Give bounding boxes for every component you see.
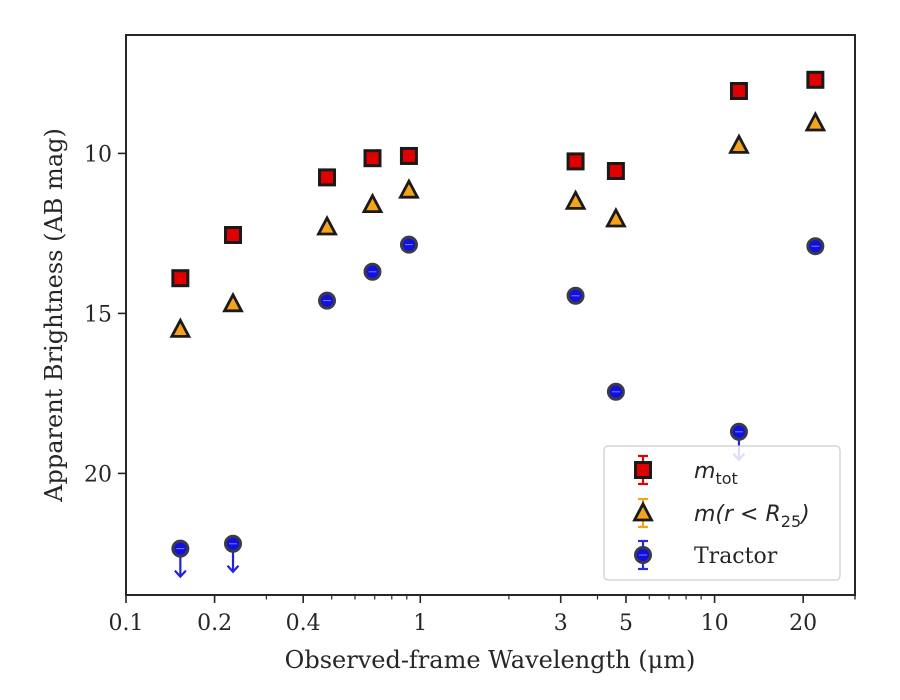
data-point bbox=[729, 82, 748, 100]
legend: mtot m(r < R25) Tractor bbox=[603, 445, 841, 581]
triangle-marker bbox=[804, 111, 827, 132]
triangle-marker bbox=[361, 192, 384, 214]
tick-layer: 0.1 0.2 0.4 1 3 5 10 20 10 15 20 bbox=[84, 142, 856, 636]
legend-label: m(r < R25) bbox=[694, 502, 810, 531]
data-point bbox=[318, 291, 337, 310]
x-tick-label: 10 bbox=[701, 611, 729, 636]
data-point bbox=[806, 237, 825, 256]
data-layer bbox=[169, 70, 827, 579]
upper-limit-arrow-head bbox=[174, 569, 187, 579]
legend-triangle-marker bbox=[632, 501, 654, 522]
triangle-marker bbox=[605, 207, 627, 228]
x-tick-label: 5 bbox=[619, 611, 633, 636]
data-point bbox=[224, 534, 243, 574]
y-axis-title: Apparent Brightness (AB mag) bbox=[40, 128, 68, 503]
data-point bbox=[606, 382, 625, 401]
y-tick-label: 20 bbox=[84, 462, 112, 487]
triangle-marker bbox=[222, 291, 244, 313]
square-marker bbox=[363, 149, 382, 168]
data-point bbox=[728, 133, 750, 154]
x-tick-label: 0.2 bbox=[197, 611, 232, 636]
data-point bbox=[398, 178, 420, 199]
data-point bbox=[363, 149, 382, 168]
data-point bbox=[224, 226, 243, 244]
data-point bbox=[363, 262, 382, 281]
data-point bbox=[399, 146, 418, 165]
legend-label: Tractor bbox=[694, 544, 778, 569]
data-point bbox=[564, 189, 587, 210]
legend-label: mtot bbox=[694, 459, 738, 488]
square-marker bbox=[318, 168, 337, 187]
square-marker bbox=[399, 146, 418, 165]
triangle-marker bbox=[564, 189, 587, 210]
x-axis-title: Observed-frame Wavelength (μm) bbox=[285, 646, 696, 674]
legend-square-marker bbox=[634, 461, 652, 479]
data-point bbox=[361, 192, 384, 214]
legend-entry: mtot bbox=[634, 454, 738, 488]
square-marker bbox=[224, 226, 243, 244]
triangle-marker bbox=[169, 317, 192, 338]
x-tick-label: 3 bbox=[554, 611, 568, 636]
triangle-marker bbox=[316, 215, 338, 236]
legend-entry: Tractor bbox=[634, 539, 778, 571]
legend-entry: m(r < R25) bbox=[632, 497, 810, 531]
data-point bbox=[169, 317, 192, 338]
x-tick-label: 0.1 bbox=[109, 611, 144, 636]
data-point bbox=[605, 207, 627, 228]
data-point bbox=[171, 269, 190, 288]
data-point bbox=[399, 235, 418, 254]
square-marker bbox=[606, 162, 625, 180]
y-tick-label: 10 bbox=[84, 142, 112, 167]
data-point bbox=[804, 111, 827, 132]
square-marker bbox=[566, 152, 585, 171]
data-point bbox=[606, 162, 625, 180]
triangle-marker bbox=[728, 133, 750, 154]
x-tick-label: 1 bbox=[413, 611, 427, 636]
data-point bbox=[171, 539, 190, 579]
data-point bbox=[566, 152, 585, 171]
legend-box bbox=[603, 445, 841, 581]
data-point bbox=[316, 215, 338, 236]
square-marker bbox=[806, 70, 825, 89]
triangle-marker bbox=[398, 178, 420, 199]
data-point bbox=[806, 70, 825, 89]
data-point bbox=[222, 291, 244, 313]
plot-frame bbox=[125, 34, 856, 596]
upper-limit-arrow-head bbox=[226, 565, 240, 574]
x-tick-label: 0.4 bbox=[286, 611, 321, 636]
square-marker bbox=[171, 269, 190, 288]
data-point bbox=[318, 168, 337, 187]
data-point bbox=[566, 286, 585, 305]
x-tick-label: 20 bbox=[789, 611, 817, 636]
square-marker bbox=[729, 82, 748, 100]
y-tick-label: 15 bbox=[84, 302, 112, 327]
